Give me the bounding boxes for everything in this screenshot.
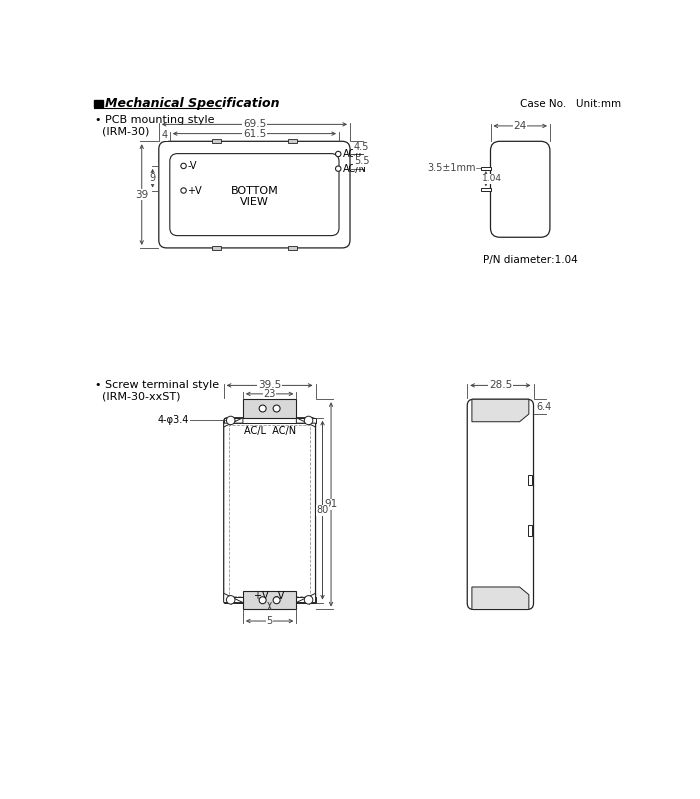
- Text: +V  -V: +V -V: [254, 591, 285, 601]
- Circle shape: [181, 163, 186, 169]
- Bar: [481, 188, 491, 191]
- Text: 39.5: 39.5: [258, 380, 281, 391]
- Bar: [288, 246, 298, 250]
- Text: AC/L: AC/L: [343, 149, 365, 159]
- Text: BOTTOM: BOTTOM: [230, 185, 279, 196]
- Polygon shape: [296, 418, 316, 427]
- Circle shape: [226, 416, 235, 425]
- Text: 80: 80: [316, 505, 328, 515]
- Text: 6.4: 6.4: [537, 402, 552, 411]
- Circle shape: [304, 416, 313, 425]
- Polygon shape: [224, 418, 243, 427]
- Circle shape: [226, 595, 235, 604]
- Text: 61.5: 61.5: [243, 129, 266, 138]
- Polygon shape: [224, 594, 243, 602]
- Text: 9: 9: [150, 173, 155, 183]
- Circle shape: [335, 151, 341, 157]
- Text: 3.5±1mm: 3.5±1mm: [427, 163, 476, 173]
- FancyBboxPatch shape: [468, 400, 533, 610]
- Bar: [243, 591, 296, 610]
- Text: 4-φ3.4: 4-φ3.4: [158, 415, 189, 425]
- Circle shape: [259, 405, 266, 412]
- Bar: [481, 167, 491, 169]
- Text: 1.04: 1.04: [482, 174, 502, 183]
- Text: VIEW: VIEW: [240, 197, 269, 207]
- Text: +V: +V: [188, 185, 202, 196]
- Text: 91: 91: [324, 499, 337, 510]
- Text: 4.5: 4.5: [354, 142, 370, 153]
- Bar: [211, 246, 220, 250]
- Circle shape: [335, 166, 341, 171]
- Bar: [224, 418, 316, 423]
- Circle shape: [181, 188, 186, 193]
- Polygon shape: [472, 400, 529, 422]
- Text: 28.5: 28.5: [489, 380, 512, 391]
- Text: 5.5: 5.5: [354, 157, 370, 166]
- FancyBboxPatch shape: [491, 141, 550, 237]
- Bar: [243, 400, 296, 418]
- Text: 69.5: 69.5: [243, 119, 266, 129]
- FancyBboxPatch shape: [159, 141, 350, 248]
- Circle shape: [273, 405, 280, 412]
- Polygon shape: [296, 594, 316, 602]
- Text: 5: 5: [267, 616, 273, 626]
- Text: 24: 24: [514, 121, 527, 131]
- Text: 4: 4: [161, 130, 167, 140]
- Bar: [528, 475, 532, 485]
- Text: Case No.   Unit:mm: Case No. Unit:mm: [519, 98, 621, 109]
- Text: 23: 23: [263, 389, 276, 399]
- Text: • PCB mounting style
  (IRM-30): • PCB mounting style (IRM-30): [95, 115, 215, 137]
- Text: • Screw terminal style
  (IRM-30-xxST): • Screw terminal style (IRM-30-xxST): [95, 380, 219, 402]
- FancyBboxPatch shape: [170, 153, 339, 236]
- Polygon shape: [472, 587, 529, 610]
- Text: AC/L  AC/N: AC/L AC/N: [244, 426, 295, 436]
- Bar: [224, 597, 316, 602]
- Circle shape: [273, 597, 280, 604]
- Bar: [229, 425, 310, 595]
- Text: P/N diameter:1.04: P/N diameter:1.04: [483, 256, 578, 265]
- FancyBboxPatch shape: [224, 418, 316, 602]
- Bar: [211, 139, 220, 143]
- Bar: [528, 525, 532, 536]
- Circle shape: [259, 597, 266, 604]
- Text: -V: -V: [188, 161, 197, 171]
- Text: Mechanical Specification: Mechanical Specification: [105, 97, 280, 110]
- Bar: [94, 100, 103, 107]
- Text: AC/N: AC/N: [343, 164, 367, 173]
- Text: 39: 39: [135, 189, 148, 200]
- Circle shape: [304, 595, 313, 604]
- Bar: [288, 139, 298, 143]
